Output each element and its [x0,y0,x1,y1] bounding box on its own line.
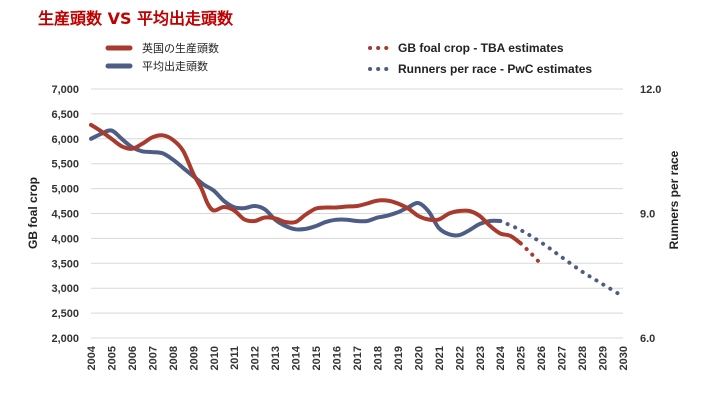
x-tick-label: 2028 [577,346,589,370]
x-tick-label: 2019 [393,346,405,370]
y2-axis-ticks: 12.0 9.0 6.0 [640,84,661,345]
x-tick-label: 2013 [270,346,282,370]
x-tick-label: 2017 [352,346,364,370]
x-tick-label: 2012 [250,346,262,370]
x-tick-label: 2015 [311,346,323,370]
series-line-runners [89,128,503,238]
y-tick-label: 7,000 [51,84,79,96]
y-tick-label: 2,000 [51,333,79,345]
x-tick-label: 2023 [475,346,487,370]
x-tick-label: 2008 [168,346,180,370]
x-tick-label: 2006 [127,346,139,370]
x-tick-label: 2004 [86,345,98,370]
x-tick-label: 2024 [495,345,507,370]
x-tick-label: 2010 [209,346,221,370]
chart-title: 生産頭数 VS 平均出走頭数 [38,9,234,28]
series-line-foal-estimate [518,241,544,267]
y-tick-label: 3,000 [51,283,79,295]
legend-label-foal-crop: 英国の生産頭数 [142,41,219,55]
x-tick-label: 2027 [557,346,569,370]
y2-tick-label: 12.0 [640,84,661,96]
x-tick-label: 2009 [188,346,200,370]
y-tick-label: 4,500 [51,209,79,221]
x-tick-label: 2020 [413,346,425,370]
y-tick-label: 6,500 [51,109,79,121]
x-tick-label: 2021 [434,346,446,370]
y-axis-label: GB foal crop [26,177,40,249]
x-tick-label: 2025 [516,346,528,370]
y-tick-label: 6,000 [51,134,79,146]
legend-label-runners-estimate: Runners per race - PwC estimates [398,62,592,76]
x-tick-label: 2030 [618,346,630,370]
y2-tick-label: 9.0 [640,209,655,221]
y-tick-label: 4,000 [51,233,79,245]
x-tick-label: 2005 [106,346,118,370]
legend-label-foal-estimate: GB foal crop - TBA estimates [398,41,564,55]
y-axis-ticks: 7,000 6,500 6,000 5,500 5,000 4,500 4,000 3,500… [51,84,79,345]
x-tick-label: 2014 [291,345,303,370]
y-tick-label: 3,500 [51,258,79,270]
y-tick-label: 5,500 [51,159,79,171]
y-tick-label: 5,000 [51,184,79,196]
x-tick-label: 2007 [147,346,159,370]
x-tick-label: 2011 [229,346,241,370]
series-line-foal-crop [89,122,523,246]
x-axis-ticks: 2004 2005 2006 2007 2008 2009 2010 2011 2012 2013… [86,345,630,370]
legend-label-runners: 平均出走頭数 [142,59,208,73]
x-tick-label: 2029 [598,346,610,370]
x-tick-label: 2018 [372,346,384,370]
x-tick-label: 2016 [332,346,344,370]
x-tick-label: 2022 [454,346,466,370]
x-tick-label: 2026 [536,346,548,370]
series-line-runners-estimate [498,219,625,299]
y2-tick-label: 6.0 [640,333,655,345]
series-layer [89,122,625,299]
y2-axis-label: Runners per race [667,150,681,249]
gridlines [91,88,623,339]
y-tick-label: 2,500 [51,308,79,320]
